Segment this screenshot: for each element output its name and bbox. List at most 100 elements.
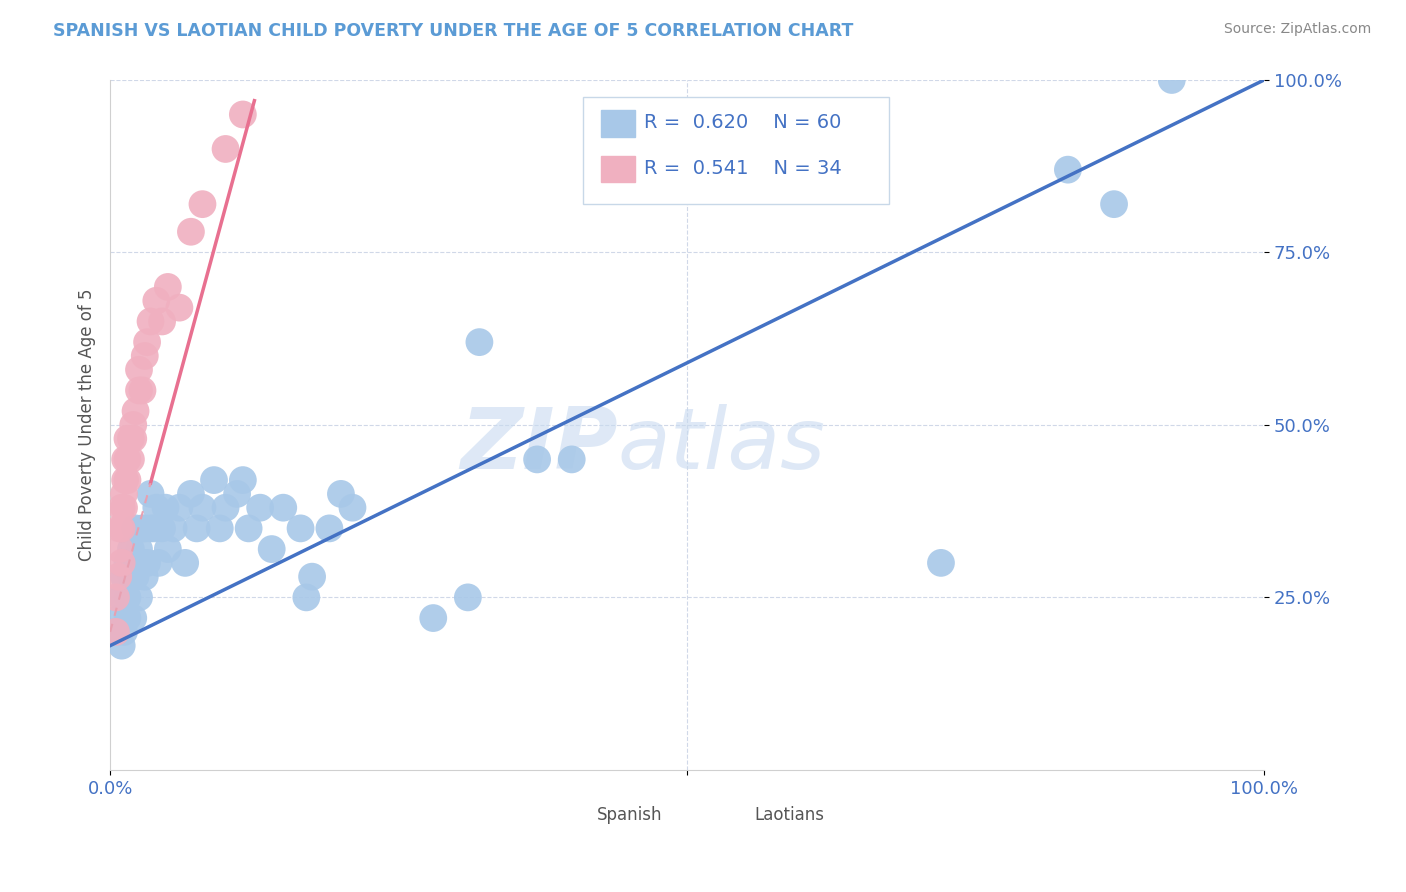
Point <box>162 521 184 535</box>
Text: Source: ZipAtlas.com: Source: ZipAtlas.com <box>1223 22 1371 37</box>
Point <box>111 500 134 515</box>
Point <box>134 521 156 535</box>
Bar <box>567 811 592 833</box>
Point <box>290 521 312 535</box>
Text: SPANISH VS LAOTIAN CHILD POVERTY UNDER THE AGE OF 5 CORRELATION CHART: SPANISH VS LAOTIAN CHILD POVERTY UNDER T… <box>53 22 853 40</box>
Bar <box>600 156 636 182</box>
Point <box>108 521 131 535</box>
Point <box>111 556 134 570</box>
Point <box>104 624 127 639</box>
Point <box>526 452 548 467</box>
Point <box>104 624 127 639</box>
Point <box>120 432 142 446</box>
Point <box>214 142 236 156</box>
Point <box>112 500 135 515</box>
Point <box>422 611 444 625</box>
Point <box>124 569 146 583</box>
Point <box>156 280 179 294</box>
Point <box>114 452 136 467</box>
Point <box>134 569 156 583</box>
Point <box>561 452 583 467</box>
Point <box>929 556 952 570</box>
Point <box>120 569 142 583</box>
Point <box>139 487 162 501</box>
Text: Laotians: Laotians <box>754 805 824 823</box>
Point <box>117 556 139 570</box>
Y-axis label: Child Poverty Under the Age of 5: Child Poverty Under the Age of 5 <box>79 289 96 561</box>
Point <box>131 556 153 570</box>
Point <box>124 404 146 418</box>
Point <box>111 591 134 605</box>
Point <box>260 542 283 557</box>
Point <box>156 542 179 557</box>
Point <box>111 521 134 535</box>
Point <box>114 473 136 487</box>
Point <box>186 521 208 535</box>
Text: R =  0.620    N = 60: R = 0.620 N = 60 <box>644 113 842 132</box>
Point <box>169 301 191 315</box>
Point <box>232 107 254 121</box>
Point <box>468 335 491 350</box>
Point <box>1160 73 1182 87</box>
FancyBboxPatch shape <box>583 97 889 204</box>
Point <box>128 362 150 376</box>
Point <box>191 500 214 515</box>
Point <box>329 487 352 501</box>
Point <box>117 473 139 487</box>
Point <box>457 591 479 605</box>
Point <box>117 432 139 446</box>
Point <box>112 624 135 639</box>
Point <box>122 417 145 432</box>
Point <box>191 197 214 211</box>
Bar <box>600 111 636 136</box>
Point <box>122 556 145 570</box>
Point <box>117 452 139 467</box>
Point <box>107 569 129 583</box>
Point <box>295 591 318 605</box>
Point <box>1057 162 1080 177</box>
Point <box>131 521 153 535</box>
Point <box>128 384 150 398</box>
Point <box>111 639 134 653</box>
Point <box>180 225 202 239</box>
Point <box>120 452 142 467</box>
Point <box>150 314 173 328</box>
Point <box>108 542 131 557</box>
Point <box>301 569 323 583</box>
Point <box>120 542 142 557</box>
Point <box>271 500 294 515</box>
Point <box>148 556 170 570</box>
Point <box>112 569 135 583</box>
Point <box>134 349 156 363</box>
Point <box>122 611 145 625</box>
Point <box>117 591 139 605</box>
Point <box>143 521 166 535</box>
Point <box>232 473 254 487</box>
Point <box>150 521 173 535</box>
Point <box>128 542 150 557</box>
Text: atlas: atlas <box>617 404 825 487</box>
Point <box>249 500 271 515</box>
Point <box>122 432 145 446</box>
Point <box>342 500 364 515</box>
Point <box>180 487 202 501</box>
Point <box>155 500 177 515</box>
Point <box>124 521 146 535</box>
Point <box>202 473 225 487</box>
Point <box>112 487 135 501</box>
Point <box>108 611 131 625</box>
Point <box>104 591 127 605</box>
Point <box>318 521 340 535</box>
Point <box>145 293 167 308</box>
Point <box>131 384 153 398</box>
Point <box>145 500 167 515</box>
Point <box>238 521 260 535</box>
Text: R =  0.541    N = 34: R = 0.541 N = 34 <box>644 159 842 178</box>
Point <box>226 487 249 501</box>
Point <box>117 611 139 625</box>
Point <box>208 521 231 535</box>
Bar <box>721 811 747 833</box>
Text: ZIP: ZIP <box>460 404 617 487</box>
Point <box>174 556 197 570</box>
Point <box>136 335 159 350</box>
